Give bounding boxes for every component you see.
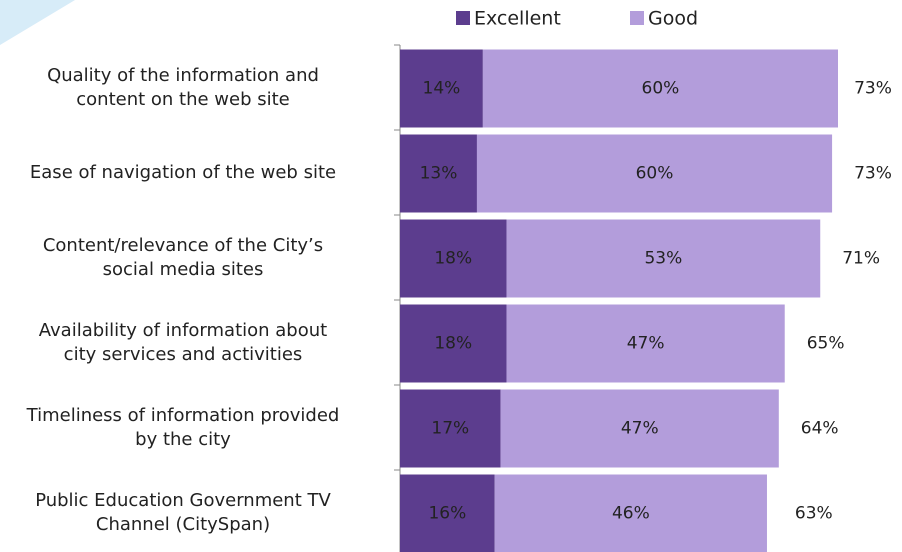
value-label: 46% [612, 504, 650, 524]
total-label: 71% [842, 249, 880, 269]
total-label: 73% [854, 164, 892, 184]
legend-swatch [456, 11, 470, 25]
total-label: 64% [801, 419, 839, 439]
bar-segment [400, 134, 477, 213]
bar-segment [400, 49, 483, 128]
bar-segment [506, 304, 785, 383]
category-label: Quality of the information and content o… [47, 64, 319, 110]
bar-segment [476, 134, 833, 213]
category-label: Public Education Government TV Channel (… [35, 489, 331, 535]
bar-segment [400, 474, 495, 552]
bar-segment [400, 389, 501, 468]
value-label: 60% [636, 164, 674, 184]
value-label: 17% [431, 419, 469, 439]
category-label: Content/relevance of the City’s social m… [42, 234, 324, 280]
category-label: Timeliness of information provided by th… [26, 404, 340, 450]
bar-segment [400, 219, 507, 298]
bar-segment [482, 49, 838, 128]
bar-segment [400, 304, 507, 383]
value-label: 18% [434, 249, 472, 269]
total-label: 63% [795, 504, 833, 524]
legend-label: Excellent [474, 8, 561, 30]
value-label: 18% [434, 334, 472, 354]
value-label: 16% [428, 504, 466, 524]
value-label: 14% [423, 79, 461, 99]
value-label: 53% [644, 249, 682, 269]
bar-segment [506, 219, 821, 298]
value-label: 47% [621, 419, 659, 439]
decoration [0, 0, 75, 45]
category-label: Availability of information about city s… [38, 319, 328, 365]
bar-segment [500, 389, 779, 468]
total-label: 73% [854, 79, 892, 99]
value-label: 47% [627, 334, 665, 354]
value-label: 13% [420, 164, 458, 184]
value-label: 60% [642, 79, 680, 99]
category-label: Ease of navigation of the web site [29, 161, 337, 183]
bar-segment [494, 474, 767, 552]
legend-swatch [630, 11, 644, 25]
legend-label: Good [648, 8, 698, 30]
total-label: 65% [807, 334, 845, 354]
